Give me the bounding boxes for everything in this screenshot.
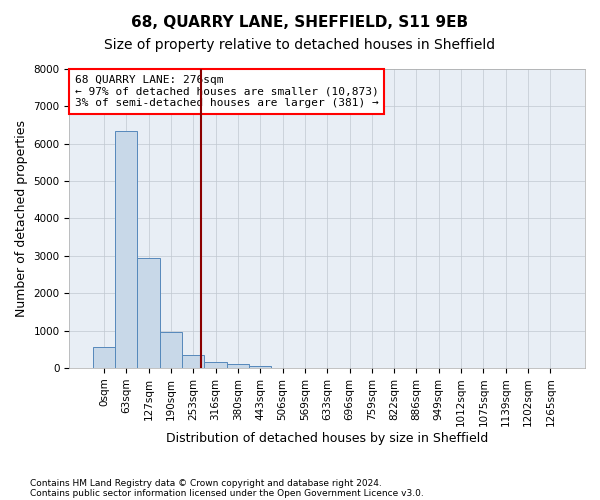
Bar [160,332,182,368]
Bar [137,258,160,368]
Text: Contains HM Land Registry data © Crown copyright and database right 2024.: Contains HM Land Registry data © Crown c… [30,478,382,488]
X-axis label: Distribution of detached houses by size in Sheffield: Distribution of detached houses by size … [166,432,488,445]
Bar [93,348,115,368]
Text: 68, QUARRY LANE, SHEFFIELD, S11 9EB: 68, QUARRY LANE, SHEFFIELD, S11 9EB [131,15,469,30]
Bar [227,364,249,368]
Y-axis label: Number of detached properties: Number of detached properties [15,120,28,317]
Bar [205,362,227,368]
Text: Size of property relative to detached houses in Sheffield: Size of property relative to detached ho… [104,38,496,52]
Bar [115,130,137,368]
Text: 68 QUARRY LANE: 276sqm
← 97% of detached houses are smaller (10,873)
3% of semi-: 68 QUARRY LANE: 276sqm ← 97% of detached… [74,75,379,108]
Bar [249,366,271,368]
Bar [182,356,205,368]
Text: Contains public sector information licensed under the Open Government Licence v3: Contains public sector information licen… [30,488,424,498]
